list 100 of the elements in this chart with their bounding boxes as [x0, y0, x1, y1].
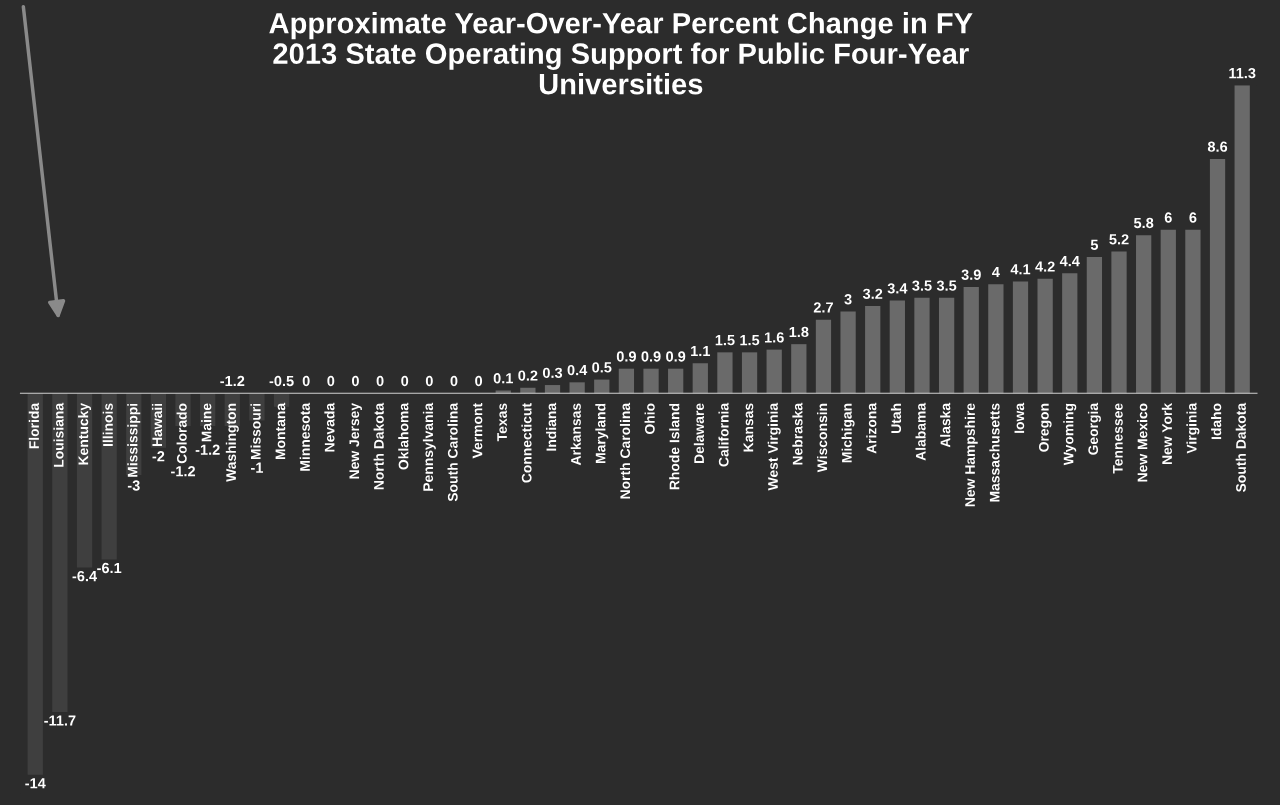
bar [766, 349, 782, 394]
data-label: 8.6 [1207, 141, 1228, 152]
data-label: 3.9 [961, 269, 981, 280]
data-label: 4.1 [1010, 264, 1031, 275]
data-label: 4.2 [1035, 261, 1055, 272]
bar [643, 368, 659, 394]
bar [1111, 251, 1127, 394]
data-label: 0 [401, 375, 409, 387]
x-tick-label: Texas [497, 403, 507, 442]
x-tick-label: Arizona [866, 402, 877, 454]
x-tick-label: Rhode Island [669, 403, 680, 490]
bar [1037, 278, 1053, 394]
data-label: -14 [25, 778, 46, 789]
data-label: -2 [152, 451, 165, 462]
bar [27, 393, 43, 775]
x-tick-label: Louisiana [53, 402, 64, 467]
x-tick-label: Mississippi [127, 403, 141, 477]
data-label: 6 [1164, 212, 1172, 223]
bar [101, 393, 117, 560]
x-tick-label: Oregon [1038, 403, 1052, 452]
data-label: -0.5 [269, 375, 294, 387]
x-tick-label: Maryland [595, 403, 609, 463]
data-label: 0 [425, 375, 433, 387]
data-label: -1.2 [195, 444, 220, 455]
data-label: 5.2 [1109, 234, 1129, 245]
data-label: 0.4 [567, 364, 588, 376]
data-label: 2.7 [813, 302, 833, 313]
x-tick-label: Alaska [940, 402, 951, 448]
bar [692, 363, 708, 394]
x-tick-label: Colorado [176, 403, 187, 464]
x-tick-label: Pennsylvania [422, 402, 436, 491]
bar [618, 368, 635, 394]
bar [791, 344, 807, 394]
x-tick-label: North Dakota [373, 402, 384, 490]
data-label: 3.5 [912, 280, 932, 291]
bar [717, 352, 733, 394]
bar [544, 385, 561, 394]
x-tick-label: Minnesota [299, 402, 310, 471]
data-label: 5.8 [1133, 217, 1154, 229]
data-label: 0.9 [641, 351, 661, 362]
bar [1012, 281, 1029, 394]
data-label: 6 [1189, 212, 1197, 223]
x-tick-label: New Hampshire [964, 403, 978, 507]
data-label: -1.2 [171, 466, 196, 477]
data-label: 1.5 [715, 335, 735, 346]
data-label: -6.4 [72, 570, 98, 582]
bar [1234, 85, 1250, 394]
data-label: 3.2 [862, 288, 883, 299]
data-label: -1.2 [220, 375, 245, 387]
data-label: 3.4 [887, 283, 908, 294]
x-tick-label: Ohio [644, 403, 655, 434]
x-tick-label: Alabama [915, 402, 926, 461]
x-tick-label: New York [1161, 402, 1173, 465]
data-label: 0 [475, 375, 483, 387]
x-tick-label: Nebraska [792, 402, 803, 465]
x-tick-label: Georgia [1087, 402, 1101, 455]
data-label: 0.9 [616, 351, 636, 362]
bar [865, 306, 881, 394]
bar [495, 390, 511, 394]
x-tick-label: New Jersey [349, 403, 362, 479]
x-tick-label: Delaware [693, 403, 705, 463]
x-tick-label: South Dakota [1235, 402, 1246, 493]
bar [1209, 158, 1226, 394]
data-label: 0 [327, 375, 335, 387]
data-label: -11.7 [44, 715, 76, 726]
data-label: -3 [127, 480, 140, 491]
x-tick-label: California [718, 402, 729, 467]
bar [840, 311, 856, 394]
x-tick-label: Iowa [1014, 402, 1025, 433]
bar [1160, 229, 1176, 394]
data-label: 3 [844, 294, 852, 305]
x-tick-label: Virginia [1186, 402, 1200, 454]
data-label: 0.2 [518, 370, 538, 381]
x-tick-label: West Virginia [767, 402, 781, 491]
data-label: 0 [376, 375, 384, 387]
data-label: -6.1 [97, 562, 122, 574]
x-tick-label: Florida [28, 402, 39, 449]
bar [1062, 273, 1078, 394]
x-tick-label: South Carolina [447, 402, 458, 502]
data-label: 4 [992, 267, 1000, 278]
x-tick-label: Kansas [743, 403, 754, 452]
bar [668, 368, 684, 394]
data-label: 5 [1090, 239, 1099, 250]
data-label: 0.3 [542, 367, 563, 379]
data-label: 0.9 [666, 351, 686, 362]
bar [988, 284, 1004, 394]
x-tick-label: Illinois [102, 403, 113, 446]
x-tick-label: Montana [275, 402, 286, 460]
x-tick-label: Indiana [546, 402, 557, 451]
data-label: 1.8 [789, 326, 809, 338]
bar [594, 379, 610, 394]
x-tick-label: Arkansas [570, 403, 581, 466]
x-tick-label: Vermont [472, 403, 483, 459]
data-label: 0.5 [592, 362, 612, 373]
bar [1086, 256, 1103, 394]
data-label: -1 [251, 462, 264, 473]
x-tick-label: North Carolina [619, 402, 631, 499]
bar [963, 286, 979, 394]
data-label: 0 [450, 375, 458, 387]
bar [569, 382, 585, 394]
